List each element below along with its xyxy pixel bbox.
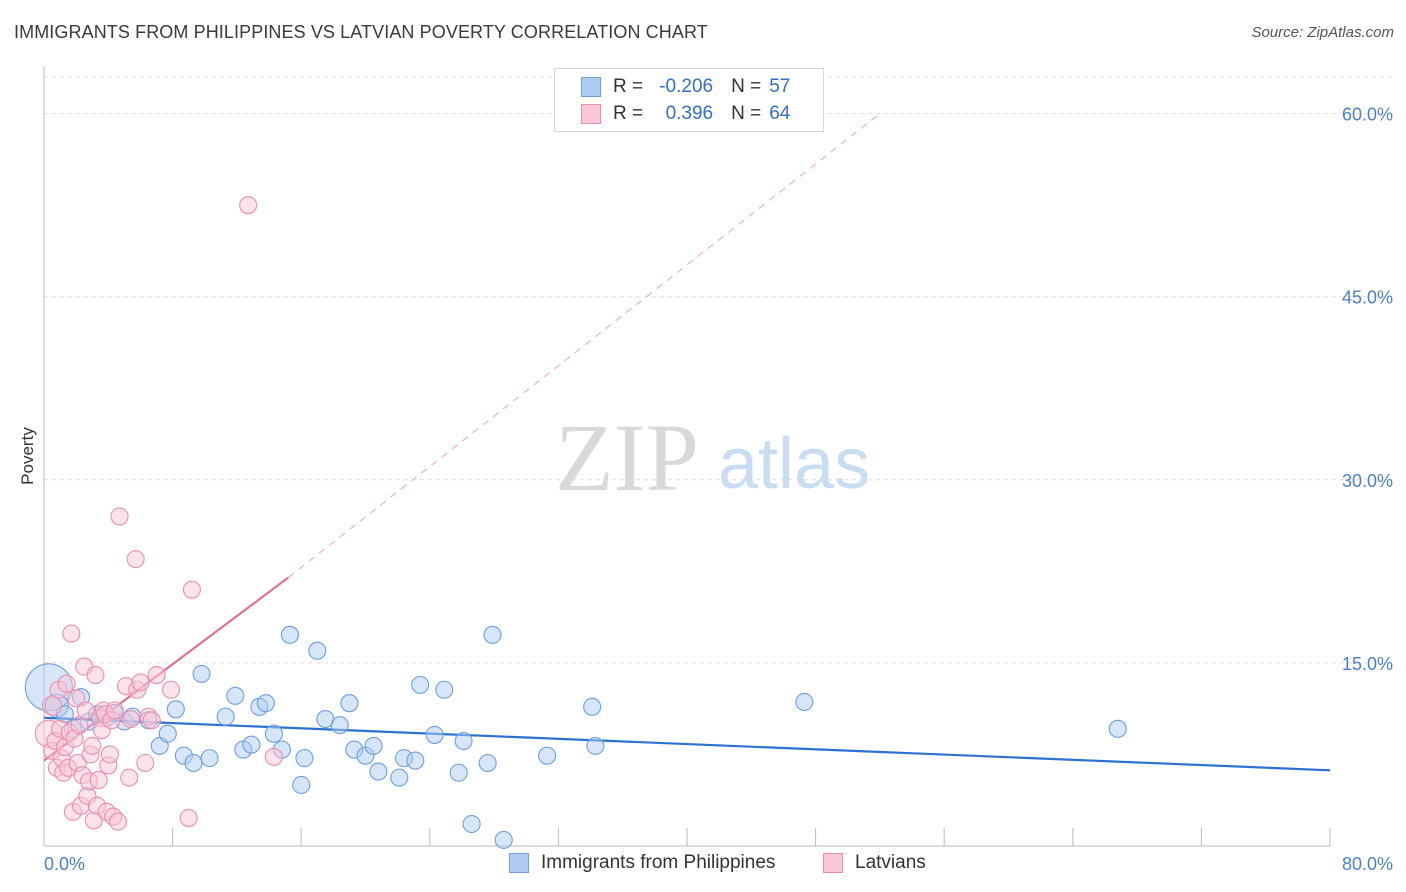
data-point-latvians — [264, 747, 283, 766]
data-point-philippines — [435, 680, 454, 699]
source-label: Source: ZipAtlas.com — [1251, 24, 1394, 41]
y-tick-label: 60.0% — [1342, 105, 1393, 125]
trend-line-extension-1 — [287, 113, 881, 578]
data-point-latvians — [126, 550, 145, 569]
data-point-philippines — [184, 753, 203, 773]
data-point-philippines — [216, 707, 235, 726]
data-point-philippines — [425, 725, 444, 744]
data-point-latvians — [86, 666, 105, 685]
legend: R = -0.206 N = 57 R = 0.396 N = 64 — [554, 68, 824, 132]
data-point-philippines — [308, 641, 327, 660]
data-point-philippines — [454, 731, 473, 751]
legend-r-label: R = — [613, 103, 644, 124]
data-point-latvians — [121, 710, 140, 729]
data-point-philippines — [340, 694, 359, 713]
data-point-philippines — [586, 736, 605, 755]
data-point-latvians — [239, 196, 258, 215]
data-point-latvians — [62, 624, 81, 643]
data-point-latvians — [83, 736, 102, 755]
gridlines — [44, 76, 1395, 664]
data-point-philippines — [330, 716, 349, 735]
legend-swatch-philippines — [581, 77, 601, 97]
data-point-latvians — [182, 580, 201, 599]
legend-row-philippines: R = -0.206 N = 57 — [581, 75, 790, 99]
data-point-philippines — [449, 763, 468, 782]
data-point-philippines — [242, 735, 261, 754]
data-point-philippines — [494, 830, 513, 849]
data-point-latvians — [147, 666, 166, 685]
y-tick-label: 30.0% — [1342, 471, 1393, 491]
data-point-philippines — [166, 700, 185, 719]
data-point-latvians — [131, 673, 150, 692]
data-point-philippines — [295, 749, 314, 768]
legend-r-value: 0.396 — [665, 103, 714, 124]
data-point-philippines — [369, 762, 388, 781]
data-point-latvians — [142, 711, 161, 730]
data-point-philippines — [264, 724, 283, 743]
data-point-philippines — [462, 814, 481, 834]
x-tick-label-min: 0.0% — [44, 854, 85, 874]
data-point-latvians — [179, 808, 198, 827]
data-point-philippines — [411, 675, 430, 694]
data-point-philippines — [390, 768, 409, 787]
legend-r-value: -0.206 — [659, 76, 714, 97]
data-point-latvians — [67, 689, 86, 708]
legend-swatch-latvians — [581, 104, 601, 124]
data-point-philippines — [226, 686, 245, 705]
legend-n-label: N = — [731, 76, 762, 97]
data-point-philippines — [158, 724, 177, 743]
data-point-philippines — [192, 664, 211, 683]
series-legend-latvians: Latvians — [823, 852, 926, 874]
data-point-philippines — [583, 697, 602, 716]
watermark-zip: ZIP — [555, 404, 699, 511]
y-tick-label: 15.0% — [1342, 654, 1393, 674]
data-point-latvians — [120, 768, 139, 787]
data-point-philippines — [406, 751, 425, 770]
series-label-latvians: Latvians — [855, 852, 926, 873]
y-tick-label: 45.0% — [1342, 288, 1393, 308]
data-point-latvians — [136, 753, 155, 773]
series-legend: Immigrants from Philippines Latvians — [0, 852, 1406, 878]
chart-title: IMMIGRANTS FROM PHILIPPINES VS LATVIAN P… — [14, 22, 708, 42]
data-point-philippines — [483, 625, 502, 644]
data-point-latvians — [108, 812, 127, 831]
data-point-philippines — [256, 694, 275, 713]
data-point-philippines — [478, 753, 497, 773]
axes — [43, 66, 1331, 847]
data-point-philippines — [1108, 719, 1127, 738]
x-tick-label-max: 80.0% — [1342, 854, 1393, 874]
data-point-latvians — [89, 771, 108, 790]
watermark-atlas: atlas — [718, 424, 870, 504]
data-point-philippines — [538, 746, 557, 765]
data-point-latvians — [100, 745, 119, 764]
data-point-latvians — [76, 701, 95, 720]
series-legend-philippines: Immigrants from Philippines — [509, 852, 775, 874]
data-point-latvians — [105, 701, 124, 720]
legend-n-label: N = — [731, 103, 762, 124]
data-point-philippines — [292, 775, 311, 795]
series-label-philippines: Immigrants from Philippines — [541, 852, 776, 873]
data-point-philippines — [200, 749, 219, 768]
legend-n-value: 64 — [769, 103, 791, 124]
data-point-latvians — [110, 507, 129, 526]
data-point-philippines — [280, 625, 299, 644]
watermark: ZIP atlas — [555, 404, 870, 511]
data-points — [24, 196, 1127, 849]
data-point-latvians — [161, 680, 181, 699]
trend-line-0 — [43, 716, 1331, 772]
data-point-philippines — [364, 736, 383, 755]
data-point-latvians — [41, 695, 63, 716]
y-axis-label: Poverty — [18, 427, 37, 485]
legend-row-latvians: R = 0.396 N = 64 — [581, 102, 790, 126]
series-swatch-latvians — [823, 853, 843, 873]
series-swatch-philippines — [509, 853, 529, 873]
y-tick-labels: 15.0% 30.0% 45.0% 60.0% — [1342, 105, 1393, 674]
legend-r-label: R = — [613, 76, 644, 97]
legend-n-value: 57 — [769, 76, 791, 97]
data-point-philippines — [795, 692, 814, 712]
data-point-latvians — [57, 674, 76, 693]
